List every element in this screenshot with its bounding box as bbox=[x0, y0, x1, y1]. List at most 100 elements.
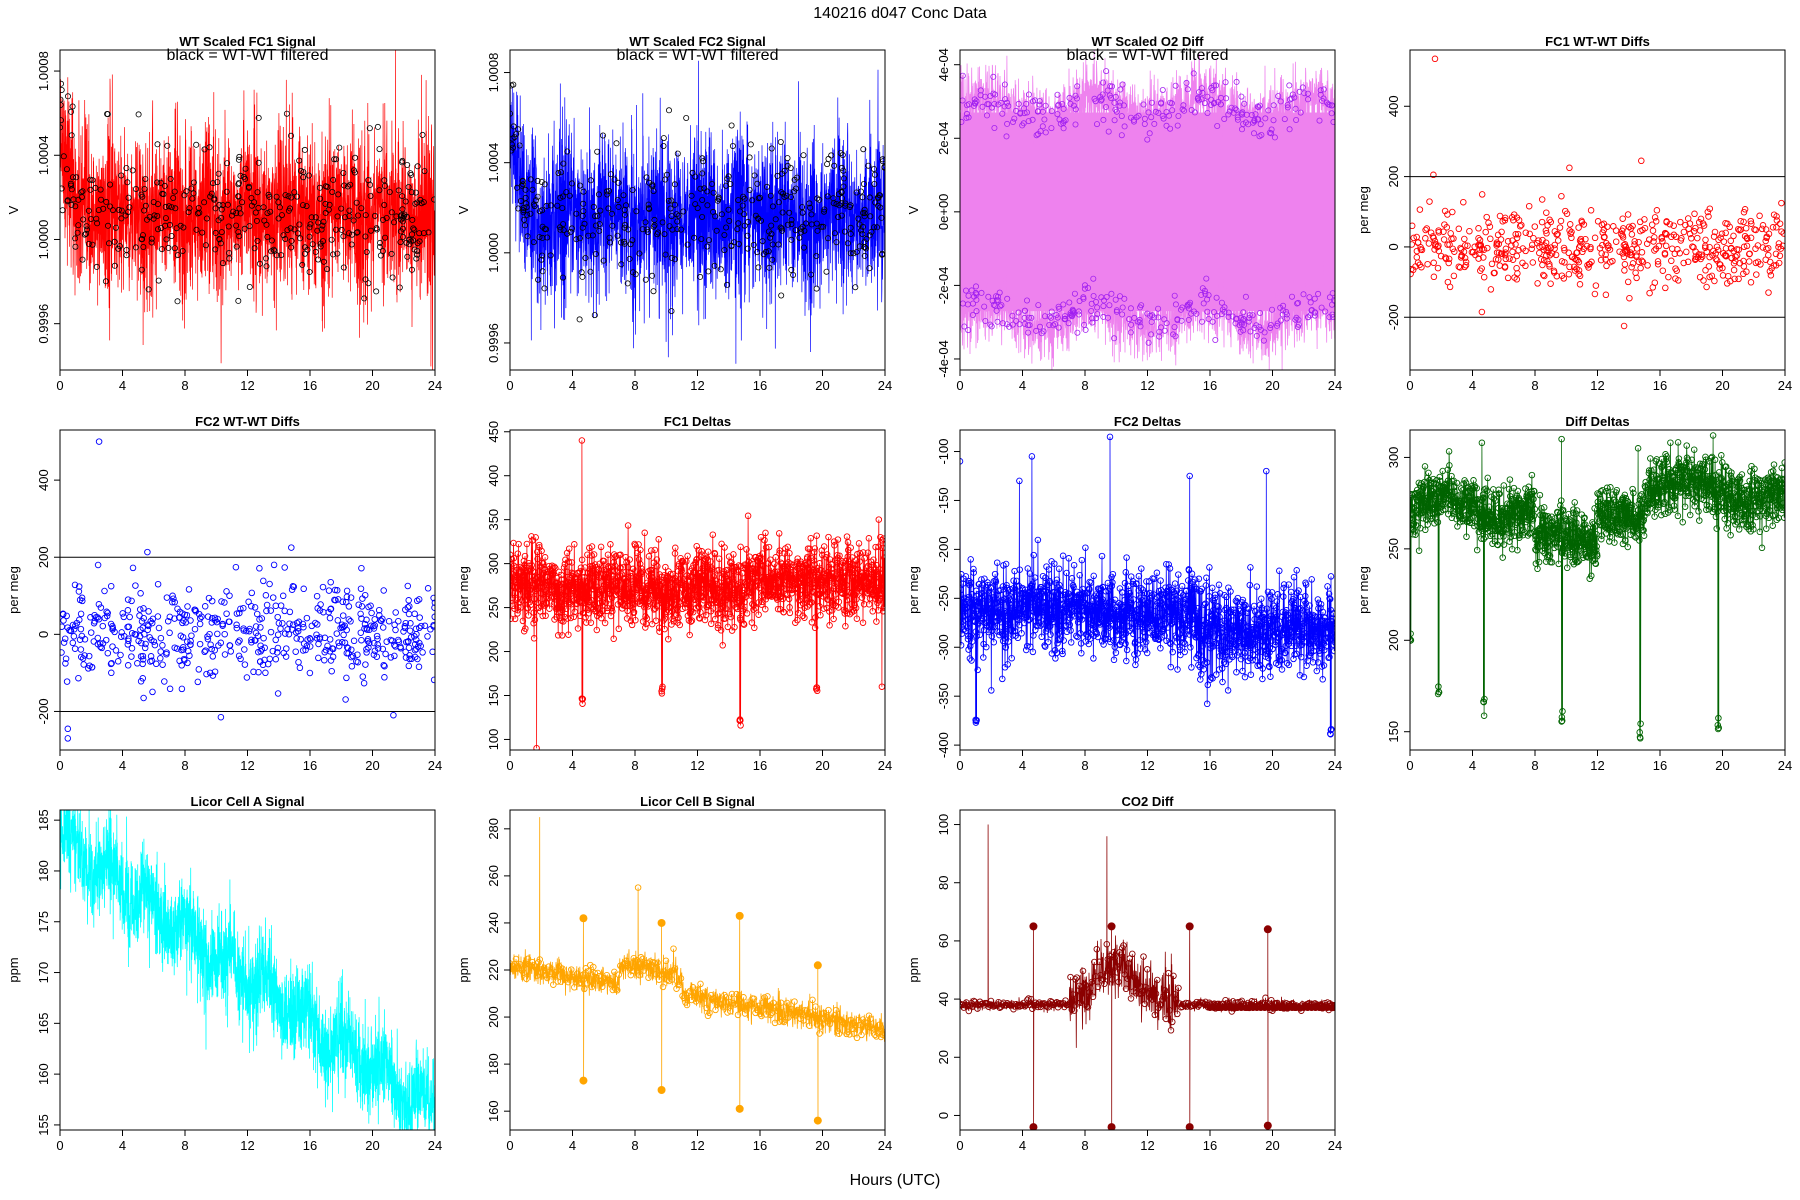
filtered-point bbox=[775, 199, 782, 206]
filtered-point bbox=[522, 222, 529, 229]
data-point bbox=[236, 609, 243, 617]
data-point bbox=[1410, 234, 1417, 242]
data-point bbox=[1232, 105, 1239, 112]
data-point bbox=[1444, 278, 1452, 286]
data-point bbox=[961, 323, 968, 330]
data-point bbox=[1128, 114, 1135, 121]
data-point bbox=[179, 634, 187, 641]
panel-title: FC1 Deltas bbox=[664, 414, 731, 429]
data-point bbox=[1756, 212, 1763, 220]
filtered-point bbox=[788, 236, 795, 243]
filtered-point bbox=[374, 123, 381, 130]
data-point bbox=[699, 576, 707, 583]
data-point bbox=[880, 535, 885, 542]
filtered-point bbox=[288, 194, 295, 201]
data-point bbox=[1075, 605, 1083, 612]
data-point bbox=[602, 571, 609, 578]
data-point bbox=[658, 690, 666, 697]
data-point bbox=[164, 617, 172, 625]
data-point bbox=[263, 607, 270, 615]
filtered-point bbox=[622, 221, 629, 228]
outlier-point bbox=[1566, 164, 1573, 172]
data-point bbox=[690, 568, 698, 575]
data-point bbox=[1274, 322, 1281, 329]
data-point bbox=[404, 604, 412, 611]
filtered-point bbox=[363, 248, 370, 255]
data-point bbox=[540, 569, 548, 577]
filtered-point bbox=[590, 203, 597, 210]
filtered-point bbox=[287, 132, 294, 139]
data-point bbox=[698, 548, 706, 555]
data-point bbox=[998, 302, 1005, 309]
filtered-point bbox=[255, 114, 262, 121]
data-point bbox=[739, 592, 747, 600]
data-point bbox=[1119, 631, 1127, 638]
data-point bbox=[726, 610, 734, 618]
filtered-point bbox=[376, 187, 383, 194]
data-point bbox=[1127, 305, 1134, 312]
filtered-point bbox=[858, 227, 865, 234]
data-point bbox=[1028, 314, 1035, 321]
data-point bbox=[1270, 102, 1277, 109]
data-point bbox=[983, 643, 990, 651]
filtered-point bbox=[621, 224, 628, 231]
filtered-point bbox=[534, 193, 541, 200]
filtered-point bbox=[564, 230, 571, 237]
data-point bbox=[1115, 599, 1123, 607]
data-point bbox=[1182, 605, 1189, 612]
data-point bbox=[719, 603, 726, 611]
filtered-point bbox=[100, 205, 107, 212]
data-point bbox=[63, 678, 71, 685]
data-point bbox=[662, 563, 669, 571]
data-point bbox=[1175, 113, 1182, 120]
data-point bbox=[1424, 260, 1431, 268]
data-point bbox=[1292, 105, 1299, 112]
filtered-point bbox=[413, 255, 420, 262]
data-point bbox=[1257, 121, 1264, 128]
filtered-point bbox=[560, 160, 567, 167]
data-point bbox=[1015, 583, 1023, 590]
filtered-point bbox=[874, 194, 881, 201]
data-point bbox=[327, 578, 334, 586]
filtered-point bbox=[68, 182, 75, 189]
data-point bbox=[1176, 643, 1183, 651]
data-point bbox=[639, 568, 646, 576]
data-point bbox=[1627, 225, 1635, 232]
data-point bbox=[1328, 110, 1335, 117]
data-point bbox=[404, 582, 412, 590]
data-point bbox=[256, 565, 263, 572]
data-point bbox=[137, 626, 144, 633]
filtered-point bbox=[174, 252, 181, 259]
data-point bbox=[124, 662, 132, 669]
data-point bbox=[1602, 256, 1609, 263]
x-tick-label: 12 bbox=[1140, 378, 1154, 393]
data-point bbox=[1004, 99, 1011, 106]
data-point bbox=[337, 624, 344, 632]
data-point bbox=[630, 608, 638, 616]
data-point bbox=[62, 655, 70, 662]
data-point bbox=[1126, 590, 1133, 597]
data-point bbox=[1042, 587, 1049, 595]
data-point bbox=[880, 575, 885, 582]
filtered-point bbox=[396, 284, 403, 291]
data-point bbox=[1199, 89, 1206, 96]
data-point bbox=[140, 614, 147, 622]
data-point bbox=[1119, 311, 1126, 318]
filtered-point bbox=[747, 141, 754, 148]
data-point bbox=[313, 631, 320, 638]
data-point bbox=[245, 627, 253, 635]
data-point bbox=[382, 650, 389, 658]
filtered-point bbox=[604, 191, 611, 198]
filtered-point bbox=[539, 268, 546, 275]
data-point bbox=[709, 531, 717, 538]
filtered-point bbox=[580, 188, 587, 195]
filtered-point bbox=[189, 195, 196, 202]
filtered-point bbox=[547, 252, 554, 259]
filtered-point bbox=[808, 271, 815, 278]
filtered-point bbox=[284, 227, 291, 234]
data-point bbox=[848, 609, 856, 616]
filtered-point bbox=[139, 232, 146, 239]
data-point bbox=[1239, 111, 1246, 118]
